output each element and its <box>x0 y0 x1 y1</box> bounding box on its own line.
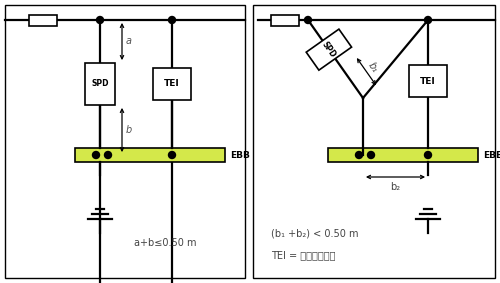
Bar <box>153 68 191 100</box>
Circle shape <box>104 151 112 158</box>
Bar <box>29 14 57 25</box>
Text: b₁: b₁ <box>366 60 380 74</box>
Bar <box>75 148 225 162</box>
Circle shape <box>304 16 312 23</box>
Circle shape <box>168 16 175 23</box>
Text: (b₁ +b₂) < 0.50 m: (b₁ +b₂) < 0.50 m <box>271 228 358 238</box>
Text: a: a <box>126 37 132 46</box>
Circle shape <box>168 151 175 158</box>
Bar <box>409 65 447 97</box>
Bar <box>5 5 245 278</box>
Text: TEI: TEI <box>420 76 436 85</box>
Bar <box>271 14 299 25</box>
Text: b₂: b₂ <box>390 182 400 192</box>
Bar <box>306 29 352 70</box>
Circle shape <box>92 151 100 158</box>
Text: TEI = 终端设备接口: TEI = 终端设备接口 <box>271 250 336 260</box>
Circle shape <box>424 16 432 23</box>
Circle shape <box>96 16 103 23</box>
Text: TEI: TEI <box>164 80 180 89</box>
Circle shape <box>368 151 374 158</box>
Circle shape <box>424 151 432 158</box>
Circle shape <box>356 151 362 158</box>
Text: SPD: SPD <box>91 80 109 89</box>
Bar <box>328 148 478 162</box>
Text: EBB: EBB <box>483 151 500 160</box>
Bar <box>253 5 495 278</box>
Text: SPD: SPD <box>320 40 338 59</box>
Bar <box>85 63 115 105</box>
Text: b: b <box>126 125 132 135</box>
Text: a+b≤0.50 m: a+b≤0.50 m <box>134 238 196 248</box>
Text: EBB: EBB <box>230 151 250 160</box>
